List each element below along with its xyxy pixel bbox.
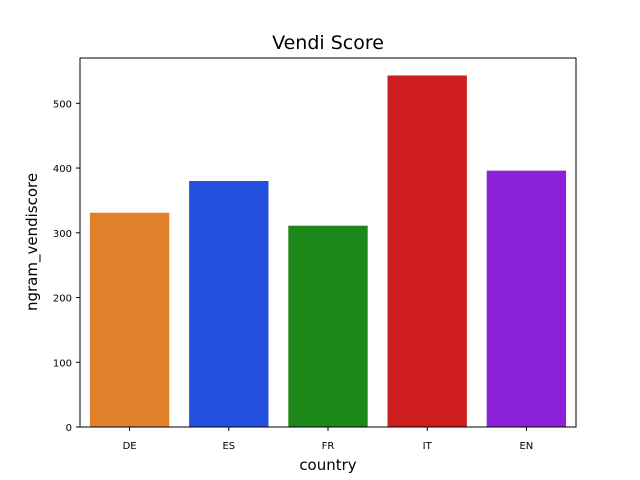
x-tick-label: EN (519, 441, 533, 452)
bar-de (89, 212, 170, 427)
bar-it (387, 75, 467, 428)
y-tick-label: 200 (53, 294, 72, 305)
y-axis-ticks: 0 100 200 300 400 500 (53, 99, 80, 434)
y-tick-label: 300 (53, 229, 72, 240)
x-tick-label: ES (222, 441, 235, 452)
x-tick-label: FR (322, 441, 335, 452)
y-tick-label: 100 (53, 358, 72, 369)
y-tick-label: 0 (66, 423, 72, 434)
y-tick-label: 500 (53, 99, 72, 110)
plot-frame (79, 57, 577, 428)
y-tick-label: 400 (53, 164, 72, 175)
bar-fr (288, 225, 368, 427)
bars-group (89, 75, 567, 428)
bar-en (486, 170, 567, 428)
x-tick-label: IT (423, 441, 433, 452)
chart-title: Vendi Score (272, 32, 384, 54)
y-axis-label: ngram_vendiscore (23, 173, 42, 311)
x-axis-label: country (299, 456, 356, 474)
x-axis-ticks: DE ES FR IT EN (123, 427, 533, 452)
x-tick-label: DE (123, 441, 137, 452)
bar-es (189, 181, 269, 427)
